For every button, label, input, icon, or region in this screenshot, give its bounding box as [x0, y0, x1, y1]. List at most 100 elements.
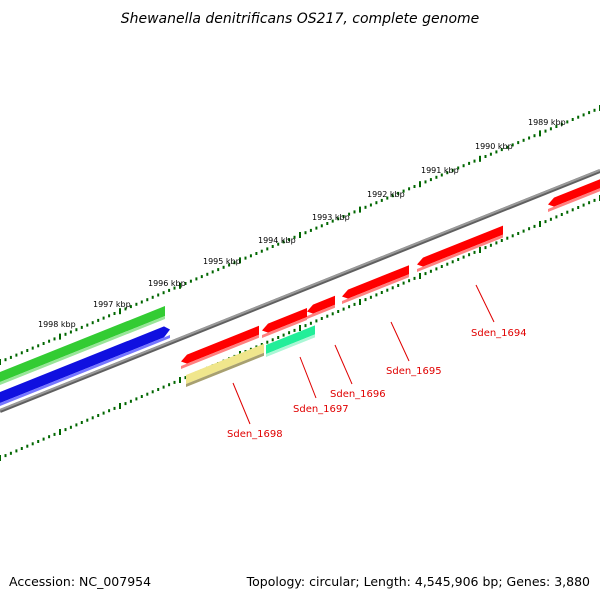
minor-tick	[544, 129, 547, 133]
gene-label-sden-1694[interactable]: Sden_1694	[471, 328, 527, 339]
minor-tick	[42, 437, 45, 441]
minor-tick	[495, 150, 498, 154]
kbp-label: 1996 kbp	[148, 279, 186, 288]
minor-tick	[277, 336, 280, 339]
minor-tick	[566, 210, 569, 214]
leader-line	[334, 344, 353, 385]
minor-tick	[522, 138, 525, 142]
minor-tick	[440, 265, 443, 268]
minor-tick	[451, 260, 454, 264]
minor-tick	[571, 208, 574, 212]
leader-line	[299, 356, 317, 399]
minor-tick	[577, 115, 580, 119]
minor-tick	[26, 349, 29, 352]
minor-tick	[435, 175, 438, 179]
minor-tick	[293, 235, 296, 239]
minor-tick	[91, 321, 94, 325]
minor-tick	[135, 397, 138, 401]
gene-sden-1698-shadow	[186, 352, 264, 387]
minor-tick	[577, 206, 580, 209]
gene-red-1[interactable]	[548, 179, 600, 207]
minor-tick	[42, 342, 45, 345]
minor-tick	[413, 185, 416, 188]
major-tick	[299, 232, 301, 238]
gene-red-1-shadow	[548, 188, 600, 212]
minor-tick	[588, 111, 591, 115]
label-leaders	[232, 284, 495, 425]
gene-sden-1697[interactable]	[266, 325, 315, 354]
minor-tick	[309, 228, 312, 232]
kbp-label: 1991 kbp	[421, 166, 459, 175]
minor-tick	[75, 423, 78, 427]
genome-summary-text: Topology: circular; Length: 4,545,906 bp…	[246, 574, 590, 589]
minor-tick	[31, 346, 34, 350]
minor-tick	[206, 272, 209, 276]
minor-tick	[75, 328, 78, 332]
minor-tick	[168, 288, 171, 292]
minor-tick	[549, 127, 552, 131]
minor-tick	[566, 120, 569, 124]
minor-tick	[157, 293, 160, 297]
minor-tick	[364, 298, 367, 302]
blue-feature[interactable]	[0, 326, 170, 403]
minor-tick	[457, 258, 460, 261]
minor-tick	[571, 118, 574, 121]
minor-tick	[113, 312, 116, 315]
minor-tick	[320, 224, 323, 228]
green-feature-shadow	[0, 316, 165, 385]
kbp-label: 1992 kbp	[367, 190, 405, 199]
minor-tick	[255, 252, 258, 255]
minor-tick	[20, 351, 23, 355]
minor-tick	[91, 416, 94, 420]
minor-tick	[64, 428, 67, 432]
gene-features	[0, 179, 600, 406]
gene-sden-1696[interactable]	[307, 295, 335, 314]
gene-sden-1695[interactable]	[342, 265, 409, 299]
minor-tick	[582, 113, 585, 117]
gene-sden-1696-shadow	[307, 304, 335, 319]
minor-tick	[555, 215, 558, 219]
minor-tick	[386, 288, 389, 292]
kbp-label: 1997 kbp	[93, 300, 131, 309]
minor-tick	[157, 388, 160, 391]
minor-tick	[189, 279, 192, 283]
minor-tick	[108, 314, 111, 318]
gene-label-sden-1695[interactable]: Sden_1695	[386, 366, 442, 377]
minor-tick	[582, 203, 585, 207]
minor-tick	[151, 390, 154, 394]
minor-tick	[249, 254, 252, 258]
gene-sden-1694-shadow	[417, 234, 503, 272]
gene-sden-1698[interactable]	[186, 343, 264, 384]
gene-label-sden-1696[interactable]: Sden_1696	[330, 389, 386, 400]
minor-tick	[140, 300, 143, 304]
gene-red-3[interactable]	[181, 325, 259, 364]
minor-tick	[288, 238, 291, 242]
minor-tick	[86, 418, 89, 422]
major-tick	[179, 282, 181, 289]
minor-tick	[211, 270, 214, 274]
minor-tick	[162, 291, 165, 295]
map-title: Shewanella denitrificans OS217, complete…	[121, 11, 480, 27]
minor-tick	[168, 383, 171, 387]
gene-red-2[interactable]	[262, 308, 307, 333]
green-feature[interactable]	[0, 306, 165, 382]
minor-tick	[473, 159, 476, 163]
gene-label-sden-1698[interactable]: Sden_1698	[227, 429, 283, 440]
minor-tick	[151, 295, 154, 299]
outer-tick-ring	[0, 105, 600, 365]
leader-line	[232, 382, 251, 425]
minor-tick	[380, 198, 383, 202]
minor-tick	[506, 145, 509, 149]
minor-tick	[113, 406, 116, 410]
minor-tick	[560, 122, 563, 126]
minor-tick	[500, 239, 503, 242]
minor-tick	[228, 263, 231, 267]
kbp-label: 1993 kbp	[312, 213, 350, 222]
gene-label-sden-1697[interactable]: Sden_1697	[293, 404, 349, 415]
minor-tick	[277, 242, 280, 246]
minor-tick	[135, 302, 138, 306]
gene-sden-1694[interactable]	[417, 225, 503, 267]
minor-tick	[320, 317, 323, 320]
minor-tick	[413, 276, 416, 280]
minor-tick	[331, 219, 334, 223]
